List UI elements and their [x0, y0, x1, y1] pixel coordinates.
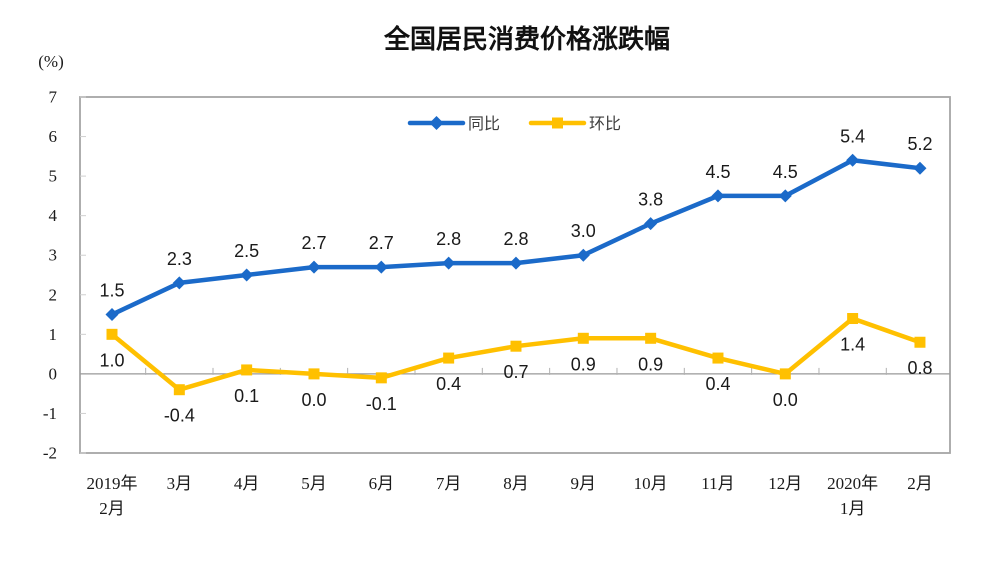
- data-label-环比: 1.4: [840, 335, 865, 355]
- diamond-marker-icon: [644, 217, 658, 231]
- diamond-marker-icon: [913, 161, 927, 175]
- data-label-layer: 1.5 2.3 2.5 2.7 2.7 2.8 2.8 3.0 3.8 4.5 4.5 5.4 5.2 1…: [99, 126, 932, 425]
- legend-item-huanbi: 环比: [528, 115, 621, 133]
- data-label-同比: 2.7: [369, 233, 394, 253]
- diamond-marker-icon: [307, 260, 321, 274]
- data-label-同比: 3.8: [638, 190, 663, 210]
- diamond-marker-icon: [846, 153, 860, 167]
- x-axis-label: 9月: [571, 474, 597, 493]
- data-label-环比: 0.9: [571, 354, 596, 374]
- data-label-同比: 2.8: [503, 229, 528, 249]
- square-marker-icon: [645, 332, 657, 344]
- diamond-marker-icon: [240, 268, 254, 282]
- data-label-同比: 4.5: [705, 162, 730, 182]
- plot-area-border: [79, 96, 951, 454]
- data-label-环比: 0.9: [638, 354, 663, 374]
- y-tick-label: -2: [43, 444, 57, 463]
- data-label-环比: 0.8: [907, 358, 932, 378]
- data-label-同比: 2.3: [167, 249, 192, 269]
- series-layer: [105, 153, 927, 396]
- data-label-同比: 3.0: [571, 221, 596, 241]
- x-axis-label: 11月: [701, 474, 734, 493]
- data-label-环比: 0.4: [705, 374, 730, 394]
- chart-title: 全国居民消费价格涨跌幅: [383, 24, 670, 54]
- x-axis-label: 6月: [369, 474, 395, 493]
- diamond-marker-icon: [509, 256, 523, 270]
- square-marker-icon: [914, 336, 926, 348]
- diamond-marker-icon: [172, 276, 186, 290]
- square-marker-icon: [308, 368, 320, 380]
- x-axis-label: 12月: [768, 474, 802, 493]
- diamond-marker-icon: [711, 189, 725, 203]
- legend-label-huanbi: 环比: [589, 115, 621, 133]
- square-marker-icon: [375, 372, 387, 384]
- square-marker-icon: [847, 313, 859, 325]
- x-axis-label: 7月: [436, 474, 462, 493]
- diamond-marker-icon: [442, 256, 456, 270]
- data-label-环比: 0.7: [503, 362, 528, 382]
- diamond-marker-icon: [778, 189, 792, 203]
- y-tick-label: 4: [49, 206, 58, 225]
- diamond-marker-icon: [374, 260, 388, 274]
- x-axis-label: 3月: [167, 474, 193, 493]
- legend: 同比 环比: [407, 115, 621, 133]
- square-marker-icon: [779, 368, 791, 380]
- data-label-同比: 1.5: [99, 281, 124, 301]
- diamond-marker-icon: [429, 116, 444, 130]
- y-tick-label: 5: [49, 167, 58, 186]
- square-marker-icon: [577, 332, 589, 344]
- data-label-同比: 2.5: [234, 241, 259, 261]
- square-marker-icon: [443, 352, 455, 364]
- y-tick-label: -1: [43, 404, 57, 423]
- x-axis-label: 5月: [301, 474, 327, 493]
- data-label-同比: 2.8: [436, 229, 461, 249]
- square-marker-icon: [552, 117, 563, 129]
- legend-label-tongbi: 同比: [468, 115, 500, 133]
- diamond-marker-icon: [576, 248, 590, 262]
- square-marker-icon: [241, 364, 253, 376]
- y-tick-label: 3: [49, 246, 58, 265]
- square-marker-icon: [712, 352, 724, 364]
- data-label-环比: 0.0: [301, 390, 326, 410]
- y-tick-label: 7: [49, 88, 58, 107]
- x-axis-label: 2019年 2月: [87, 474, 138, 518]
- x-axis-label: 10月: [634, 474, 668, 493]
- data-label-环比: 1.0: [99, 350, 124, 370]
- diamond-marker-icon: [105, 308, 119, 322]
- y-tick-label: 6: [49, 127, 58, 146]
- y-tick-label: 1: [49, 325, 58, 344]
- x-axis-label: 2020年 1月: [827, 474, 878, 518]
- x-axis-label: 4月: [234, 474, 260, 493]
- square-marker-icon: [510, 340, 522, 352]
- x-axis-label: 2月: [907, 474, 933, 493]
- y-axis: -2 -1 0 1 2 3 4 5 6 7: [43, 88, 86, 463]
- x-axis: 2019年 2月 3月 4月 5月 6月 7月 8月 9月 10月 11月 12月 2020年 1月 2月: [80, 367, 950, 518]
- data-label-同比: 4.5: [773, 162, 798, 182]
- data-label-同比: 5.2: [907, 134, 932, 154]
- data-label-同比: 2.7: [301, 233, 326, 253]
- data-label-环比: 0.4: [436, 374, 461, 394]
- data-label-环比: -0.4: [164, 406, 195, 426]
- square-marker-icon: [106, 328, 118, 340]
- x-axis-label: 8月: [503, 474, 529, 493]
- square-marker-icon: [173, 384, 185, 396]
- data-label-环比: -0.1: [366, 394, 397, 414]
- y-axis-unit-label: (%): [38, 52, 63, 71]
- data-label-环比: 0.1: [234, 386, 259, 406]
- legend-item-tongbi: 同比: [407, 115, 500, 133]
- data-label-环比: 0.0: [773, 390, 798, 410]
- y-tick-label: 0: [49, 364, 58, 383]
- y-tick-label: 2: [49, 285, 58, 304]
- data-label-同比: 5.4: [840, 126, 865, 146]
